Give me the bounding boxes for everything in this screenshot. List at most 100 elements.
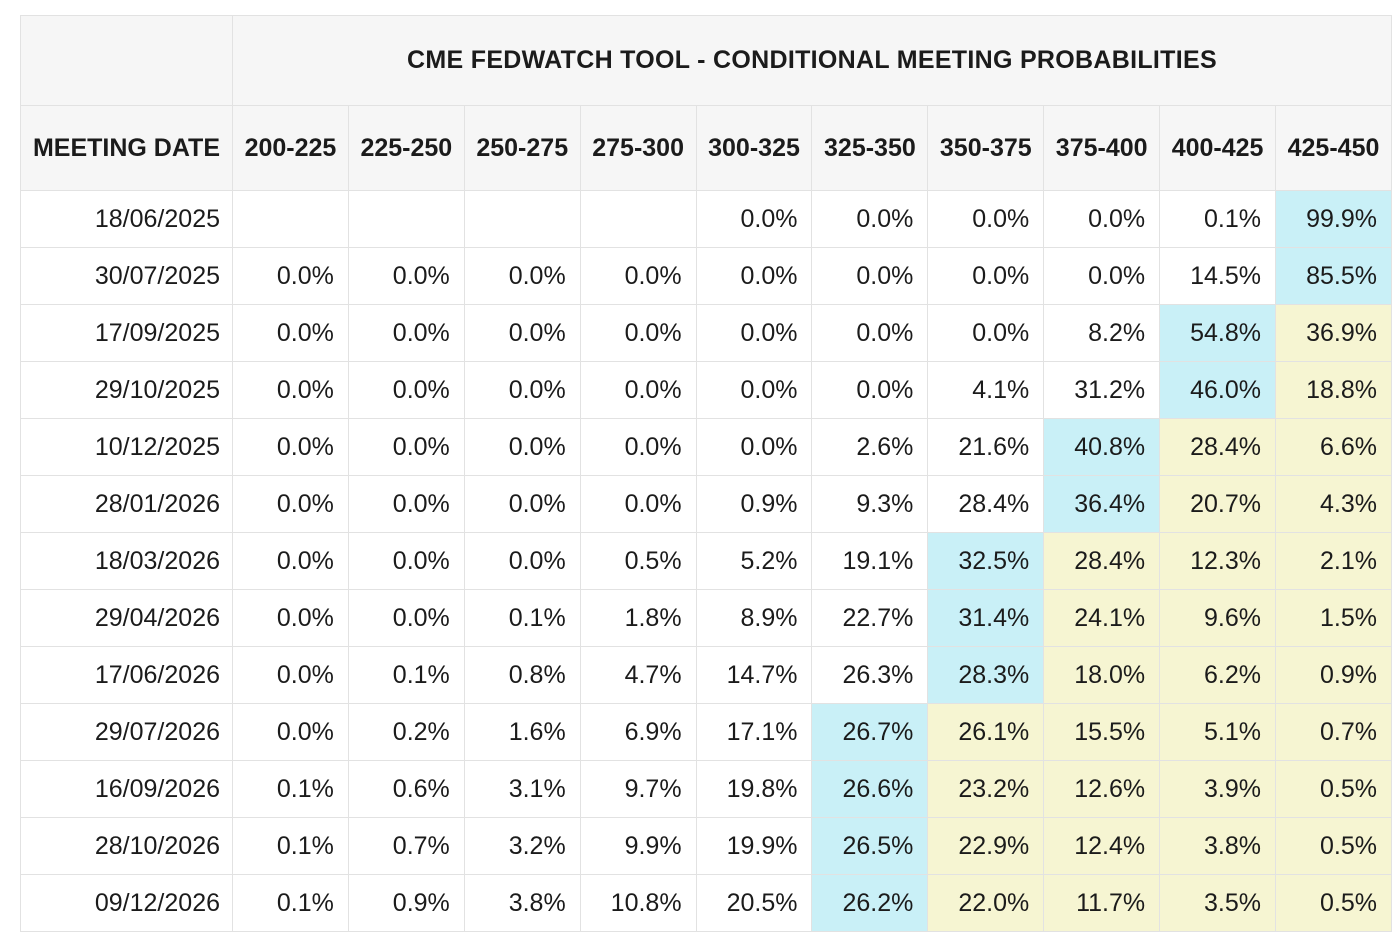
probability-cell: 0.0%: [695, 190, 813, 248]
meeting-date-cell: 10/12/2025: [20, 418, 233, 476]
probability-cell: 0.0%: [1043, 247, 1161, 305]
probability-cell: 0.8%: [463, 646, 581, 704]
probability-cell: 4.7%: [579, 646, 697, 704]
meeting-date-cell: 30/07/2025: [20, 247, 233, 305]
meeting-date-cell: 16/09/2026: [20, 760, 233, 818]
probability-cell: 0.0%: [463, 418, 581, 476]
probability-cell: 15.5%: [1043, 703, 1161, 761]
probability-cell: 18.8%: [1275, 361, 1392, 419]
probability-cell: 26.3%: [811, 646, 929, 704]
table-row: 17/06/2026 0.0% 0.1% 0.8% 4.7% 14.7% 26.3% 28.3…: [20, 646, 1392, 704]
probability-cell: 3.9%: [1159, 760, 1277, 818]
probability-cell: 31.2%: [1043, 361, 1161, 419]
rate-bin-header: 350-375: [927, 105, 1045, 191]
probability-cell: 0.0%: [811, 304, 929, 362]
column-header-row: MEETING DATE 200-225 225-250 250-275 275-300…: [20, 105, 1392, 191]
probability-cell: 9.3%: [811, 475, 929, 533]
probability-cell: 3.5%: [1159, 874, 1277, 932]
probability-cell: 9.9%: [579, 817, 697, 875]
table-row: 16/09/2026 0.1% 0.6% 3.1% 9.7% 19.8% 26.6% 23.2…: [20, 760, 1392, 818]
rate-bin-header: 325-350: [811, 105, 929, 191]
probability-cell: 3.8%: [463, 874, 581, 932]
probability-cell: 6.2%: [1159, 646, 1277, 704]
probability-cell: [232, 190, 349, 248]
probability-cell: 85.5%: [1275, 247, 1392, 305]
probability-cell: 24.1%: [1043, 589, 1161, 647]
probability-cell: 99.9%: [1275, 190, 1392, 248]
probability-cell: 40.8%: [1043, 418, 1161, 476]
probability-cell: 32.5%: [927, 532, 1045, 590]
table-row: 17/09/2025 0.0% 0.0% 0.0% 0.0% 0.0% 0.0% 0.0% 8.…: [20, 304, 1392, 362]
rate-bin-header: 375-400: [1043, 105, 1161, 191]
probability-cell: 2.1%: [1275, 532, 1392, 590]
probability-cell: 26.1%: [927, 703, 1045, 761]
table-row: 09/12/2026 0.1% 0.9% 3.8% 10.8% 20.5% 26.2% 22.…: [20, 874, 1392, 932]
probability-cell: 0.1%: [1159, 190, 1277, 248]
probability-cell: 46.0%: [1159, 361, 1277, 419]
rate-bin-header: 400-425: [1159, 105, 1277, 191]
probability-cell: 19.8%: [695, 760, 813, 818]
meeting-date-cell: 29/04/2026: [20, 589, 233, 647]
meeting-date-cell: 28/10/2026: [20, 817, 233, 875]
meeting-date-cell: 29/10/2025: [20, 361, 233, 419]
probability-cell: 5.1%: [1159, 703, 1277, 761]
meeting-date-header: MEETING DATE: [20, 105, 233, 191]
probability-cell: 0.0%: [579, 304, 697, 362]
probability-cell: 0.1%: [463, 589, 581, 647]
probability-cell: 0.0%: [579, 475, 697, 533]
probability-cell: 31.4%: [927, 589, 1045, 647]
probability-cell: 0.0%: [232, 646, 349, 704]
probability-cell: 0.0%: [347, 247, 465, 305]
probability-cell: 0.1%: [232, 874, 349, 932]
table-row: 29/04/2026 0.0% 0.0% 0.1% 1.8% 8.9% 22.7% 31.4%…: [20, 589, 1392, 647]
probability-cell: 6.6%: [1275, 418, 1392, 476]
probability-cell: 26.7%: [811, 703, 929, 761]
probability-cell: 0.1%: [232, 760, 349, 818]
corner-empty-cell: [20, 15, 233, 106]
table-row: 18/03/2026 0.0% 0.0% 0.0% 0.5% 5.2% 19.1% 32.5%…: [20, 532, 1392, 590]
probability-cell: 0.0%: [1043, 190, 1161, 248]
probability-cell: 26.2%: [811, 874, 929, 932]
probability-cell: 0.0%: [347, 304, 465, 362]
probability-cell: 0.0%: [463, 247, 581, 305]
probability-cell: 0.0%: [811, 190, 929, 248]
probability-cell: 36.9%: [1275, 304, 1392, 362]
rate-bin-header: 250-275: [463, 105, 581, 191]
probability-cell: 28.3%: [927, 646, 1045, 704]
probability-cell: 21.6%: [927, 418, 1045, 476]
probability-cell: 17.1%: [695, 703, 813, 761]
meeting-date-cell: 09/12/2026: [20, 874, 233, 932]
probability-cell: 0.0%: [579, 361, 697, 419]
probability-cell: 0.0%: [811, 247, 929, 305]
probability-cell: 28.4%: [927, 475, 1045, 533]
meeting-date-cell: 18/06/2025: [20, 190, 233, 248]
probability-cell: 18.0%: [1043, 646, 1161, 704]
probability-cell: 1.5%: [1275, 589, 1392, 647]
probability-cell: 9.6%: [1159, 589, 1277, 647]
probability-cell: 3.8%: [1159, 817, 1277, 875]
probability-cell: 0.0%: [232, 532, 349, 590]
probability-cell: 0.0%: [232, 361, 349, 419]
probability-cell: 4.3%: [1275, 475, 1392, 533]
probability-cell: 14.7%: [695, 646, 813, 704]
probability-cell: 28.4%: [1159, 418, 1277, 476]
probability-cell: 0.0%: [347, 589, 465, 647]
probability-cell: 0.9%: [347, 874, 465, 932]
probability-cell: 0.0%: [463, 475, 581, 533]
probability-cell: 23.2%: [927, 760, 1045, 818]
probability-cell: [347, 190, 465, 248]
probability-cell: 3.1%: [463, 760, 581, 818]
rate-bin-header: 200-225: [232, 105, 349, 191]
probability-cell: 12.3%: [1159, 532, 1277, 590]
probability-cell: 0.0%: [232, 418, 349, 476]
probability-cell: 0.5%: [1275, 760, 1392, 818]
probability-cell: 22.9%: [927, 817, 1045, 875]
probability-cell: 8.2%: [1043, 304, 1161, 362]
probability-cell: 0.0%: [579, 247, 697, 305]
probability-cell: 0.0%: [579, 418, 697, 476]
title-row: CME FEDWATCH TOOL - CONDITIONAL MEETING …: [20, 15, 1392, 106]
probability-cell: 5.2%: [695, 532, 813, 590]
probability-cell: 0.9%: [695, 475, 813, 533]
meeting-date-cell: 28/01/2026: [20, 475, 233, 533]
